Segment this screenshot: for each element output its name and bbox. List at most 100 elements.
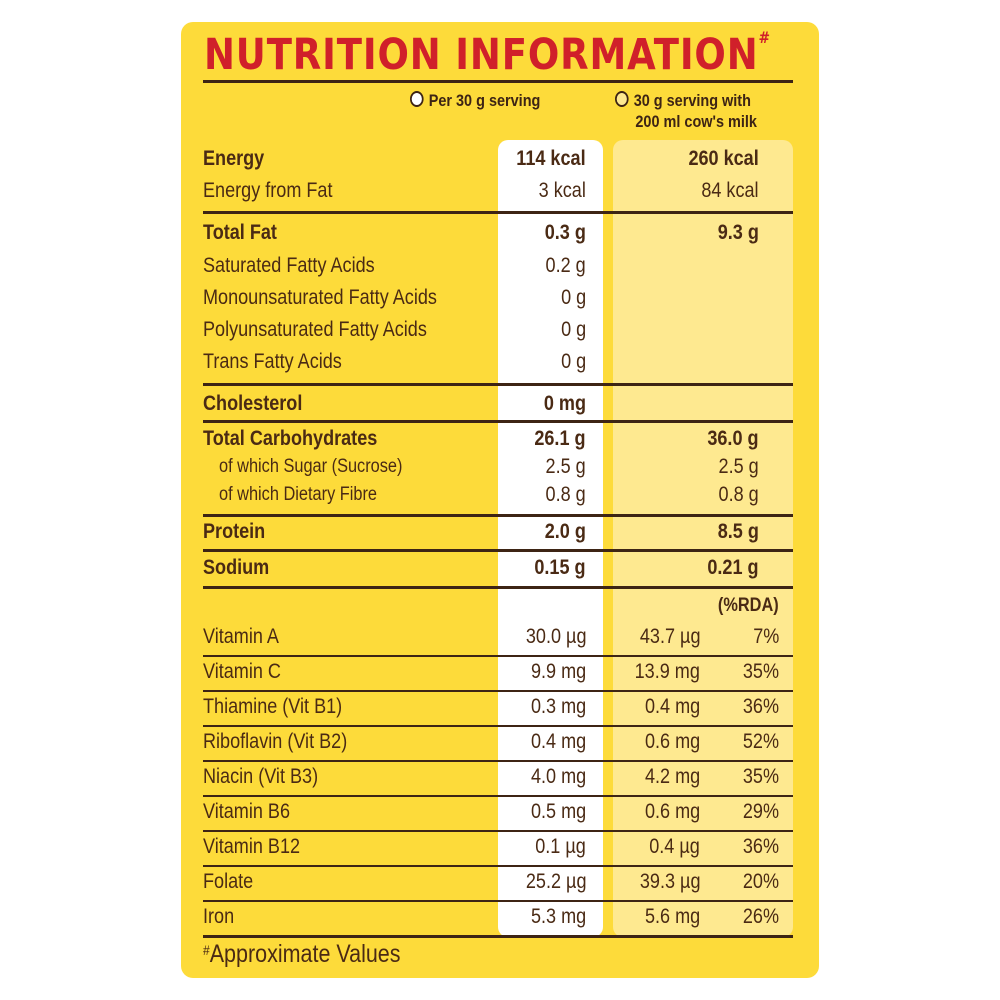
value-per-serving: 0.2 g [545, 254, 586, 277]
divider [203, 514, 793, 517]
row-riboflavin: Riboflavin (Vit B2) 0.4 mg 0.6 mg 52% [203, 728, 793, 758]
row-vitamin-c: Vitamin C 9.9 mg 13.9 mg 35% [203, 658, 793, 688]
value-rda: 7% [752, 625, 779, 648]
row-label: Folate [203, 870, 254, 893]
value-per-serving: 2.5 g [545, 455, 586, 478]
row-trans-fat: Trans Fatty Acids 0 g [203, 348, 793, 378]
value-rda: 36% [742, 835, 779, 858]
row-folate: Folate 25.2 µg 39.3 µg 20% [203, 868, 793, 898]
divider [203, 725, 793, 727]
value-per-serving: 3 kcal [538, 179, 586, 202]
value-rda: 35% [742, 660, 779, 683]
divider [203, 549, 793, 552]
row-vitamin-a: Vitamin A 30.0 µg 43.7 µg 7% [203, 623, 793, 653]
per-serving-column-bg [498, 140, 603, 937]
value-rda: 52% [742, 730, 779, 753]
row-label: Trans Fatty Acids [203, 350, 342, 373]
row-label: Cholesterol [203, 392, 303, 415]
value-with-milk: 0.6 mg [644, 800, 700, 823]
value-per-serving: 0 g [560, 286, 586, 309]
row-niacin: Niacin (Vit B3) 4.0 mg 4.2 mg 35% [203, 763, 793, 793]
row-label: Total Fat [203, 221, 277, 244]
with-milk-column-bg [613, 140, 793, 937]
row-sugar: of which Sugar (Sucrose) 2.5 g 2.5 g [203, 453, 793, 483]
value-per-serving: 0.8 g [545, 483, 586, 506]
value-with-milk: 0.21 g [707, 556, 759, 579]
value-with-milk: 0.6 mg [644, 730, 700, 753]
legend-per-serving: Per 30 g serving [410, 90, 540, 111]
value-per-serving: 5.3 mg [530, 905, 586, 928]
row-label: Monounsaturated Fatty Acids [203, 286, 437, 309]
row-label: Protein [203, 520, 266, 543]
divider [203, 795, 793, 797]
row-total-fat: Total Fat 0.3 g 9.3 g [203, 219, 793, 249]
value-rda: 29% [742, 800, 779, 823]
row-polyunsaturated-fat: Polyunsaturated Fatty Acids 0 g [203, 316, 793, 346]
white-circle-icon [410, 91, 424, 107]
rda-header-row: (%RDA) [203, 592, 793, 622]
row-dietary-fibre: of which Dietary Fibre 0.8 g 0.8 g [203, 481, 793, 511]
row-label: Total Carbohydrates [203, 427, 378, 450]
divider [203, 900, 793, 902]
value-with-milk: 5.6 mg [644, 905, 700, 928]
row-label: Vitamin A [203, 625, 279, 648]
row-label: of which Sugar (Sucrose) [219, 456, 403, 477]
value-per-serving: 114 kcal [516, 147, 586, 170]
value-per-serving: 0.3 g [544, 221, 586, 244]
value-with-milk: 8.5 g [717, 520, 759, 543]
value-per-serving: 0.1 µg [535, 835, 586, 858]
divider [203, 420, 793, 423]
value-rda: 26% [742, 905, 779, 928]
divider [203, 655, 793, 657]
divider [203, 830, 793, 832]
row-thiamine: Thiamine (Vit B1) 0.3 mg 0.4 mg 36% [203, 693, 793, 723]
value-with-milk: 2.5 g [718, 455, 759, 478]
divider [203, 211, 793, 214]
value-with-milk: 0.4 mg [644, 695, 700, 718]
value-with-milk: 36.0 g [707, 427, 759, 450]
value-with-milk: 9.3 g [717, 221, 759, 244]
divider [203, 935, 793, 938]
value-with-milk: 260 kcal [688, 147, 759, 170]
row-label: Polyunsaturated Fatty Acids [203, 318, 427, 341]
row-energy-from-fat: Energy from Fat 3 kcal 84 kcal [203, 177, 793, 207]
divider [203, 865, 793, 867]
row-total-carbohydrates: Total Carbohydrates 26.1 g 36.0 g [203, 425, 793, 455]
row-monounsaturated-fat: Monounsaturated Fatty Acids 0 g [203, 284, 793, 314]
row-label: Vitamin B6 [203, 800, 291, 823]
row-label: Saturated Fatty Acids [203, 254, 375, 277]
value-per-serving: 25.2 µg [525, 870, 586, 893]
divider [203, 586, 793, 589]
value-per-serving: 0.3 mg [530, 695, 586, 718]
value-per-serving: 4.0 mg [530, 765, 586, 788]
value-per-serving: 0.5 mg [530, 800, 586, 823]
row-vitamin-b12: Vitamin B12 0.1 µg 0.4 µg 36% [203, 833, 793, 863]
row-cholesterol: Cholesterol 0 mg [203, 390, 793, 420]
value-per-serving: 0.4 mg [530, 730, 586, 753]
value-per-serving: 9.9 mg [530, 660, 586, 683]
row-saturated-fat: Saturated Fatty Acids 0.2 g [203, 252, 793, 282]
row-label: Iron [203, 905, 235, 928]
divider [203, 690, 793, 692]
value-with-milk: 0.8 g [718, 483, 759, 506]
title-divider [203, 80, 793, 83]
value-per-serving: 0.15 g [534, 556, 586, 579]
row-label: Energy from Fat [203, 179, 333, 202]
row-label: Thiamine (Vit B1) [203, 695, 343, 718]
value-with-milk: 84 kcal [701, 179, 759, 202]
rda-header: (%RDA) [718, 595, 779, 616]
value-with-milk: 13.9 mg [634, 660, 700, 683]
legend-with-milk: 30 g serving with 200 ml cow's milk [615, 90, 757, 132]
row-energy: Energy 114 kcal 260 kcal [203, 145, 793, 175]
value-with-milk: 0.4 µg [649, 835, 700, 858]
value-per-serving: 0 g [560, 350, 586, 373]
row-label: Riboflavin (Vit B2) [203, 730, 348, 753]
value-with-milk: 39.3 µg [639, 870, 700, 893]
row-label: Vitamin B12 [203, 835, 301, 858]
divider [203, 383, 793, 386]
row-label: of which Dietary Fibre [219, 484, 378, 505]
divider [203, 760, 793, 762]
row-label: Niacin (Vit B3) [203, 765, 319, 788]
value-per-serving: 30.0 µg [525, 625, 586, 648]
row-label: Sodium [203, 556, 270, 579]
